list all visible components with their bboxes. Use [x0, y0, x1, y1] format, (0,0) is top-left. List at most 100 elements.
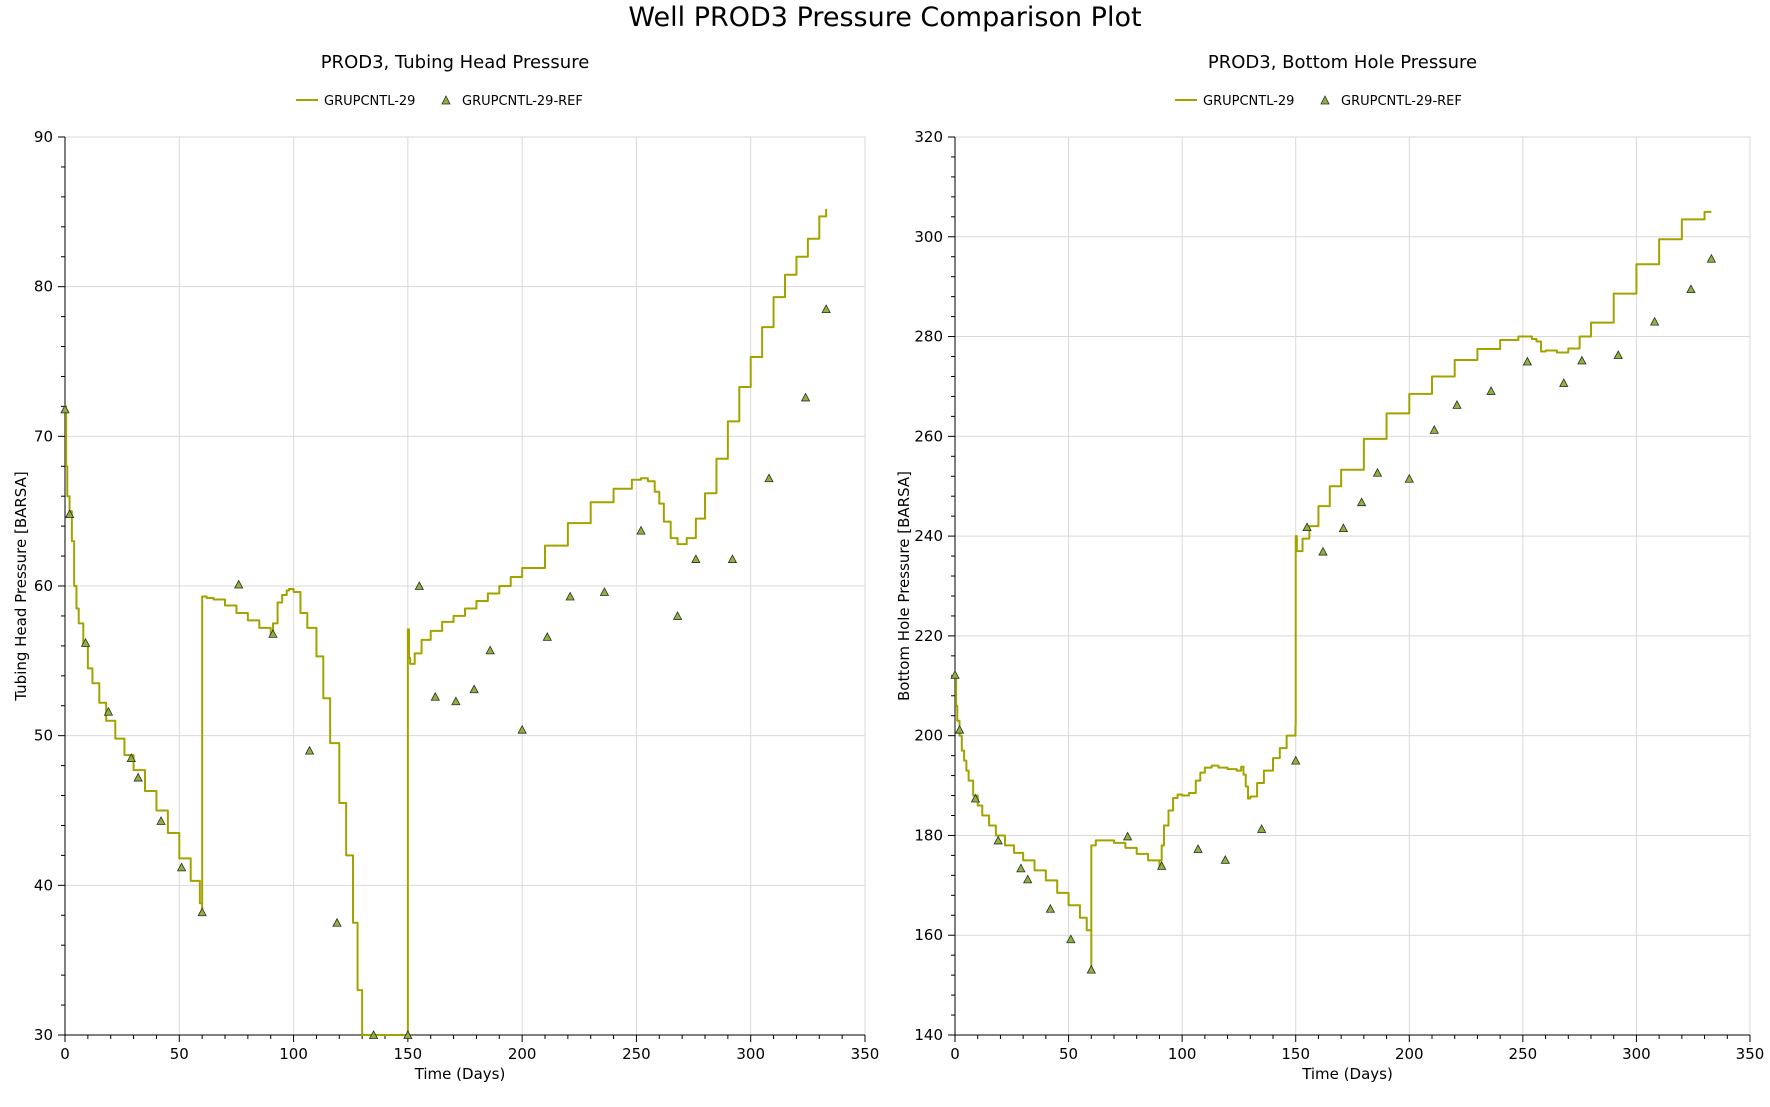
data-point: [1193, 844, 1203, 853]
data-point: [636, 525, 646, 535]
series-line-grupcntl-29: [955, 210, 1712, 972]
data-point: [1256, 824, 1267, 833]
data-point: [800, 392, 811, 402]
data-point: [1706, 253, 1717, 263]
data-point: [565, 591, 575, 601]
data-point: [821, 304, 831, 314]
legend-label: GRUPCNTL-29-REF: [462, 94, 583, 109]
data-point: [485, 645, 495, 655]
data-point: [950, 669, 960, 679]
x-tick-label: 350: [851, 1045, 880, 1063]
y-tick-label: 90: [34, 128, 53, 146]
data-point: [1045, 903, 1056, 913]
x-tick-label: 100: [1168, 1045, 1197, 1063]
x-tick-label: 300: [736, 1045, 765, 1063]
data-point: [451, 696, 461, 706]
y-tick-label: 40: [34, 876, 53, 894]
x-tick-label: 0: [60, 1045, 70, 1063]
data-point: [1356, 497, 1367, 507]
data-point: [1522, 356, 1533, 366]
x-tick-label: 50: [1059, 1045, 1078, 1063]
data-point: [1066, 934, 1076, 944]
data-point: [1338, 523, 1349, 533]
data-point: [197, 907, 207, 917]
main-title: Well PROD3 Pressure Comparison Plot: [628, 2, 1142, 33]
data-point: [1613, 350, 1623, 359]
data-point: [1157, 861, 1167, 870]
x-tick-label: 300: [1622, 1045, 1651, 1063]
data-point: [954, 724, 965, 734]
data-point: [993, 835, 1003, 845]
y-tick-label: 160: [914, 926, 943, 944]
data-point: [133, 772, 143, 782]
y-tick-label: 70: [34, 427, 53, 445]
data-point: [234, 579, 244, 589]
data-point: [1291, 755, 1301, 765]
data-point: [727, 554, 738, 563]
data-point: [542, 632, 552, 641]
legend-marker-swatch: [441, 95, 451, 105]
x-axis-label: Time (Days): [414, 1065, 506, 1083]
data-point: [430, 691, 440, 701]
y-tick-label: 180: [914, 826, 943, 844]
data-point: [414, 581, 424, 590]
data-point: [403, 1030, 413, 1039]
x-tick-label: 150: [1281, 1045, 1310, 1063]
series-markers-grupcntl-29-ref: [60, 304, 831, 1039]
legend: GRUPCNTL-29 GRUPCNTL-29-REF: [1175, 94, 1462, 109]
legend-label: GRUPCNTL-29: [1203, 94, 1294, 109]
y-tick-label: 140: [914, 1026, 943, 1044]
y-tick-label: 50: [34, 727, 53, 745]
data-point: [517, 724, 527, 734]
data-point: [126, 753, 136, 763]
series-line-grupcntl-29: [65, 208, 828, 1036]
data-point: [1372, 467, 1383, 477]
data-point: [1318, 546, 1328, 556]
chart-title: PROD3, Tubing Head Pressure: [321, 52, 590, 73]
y-tick-label: 320: [914, 128, 943, 146]
data-point: [80, 638, 91, 647]
y-axis-label: Bottom Hole Pressure [BARSA]: [895, 471, 913, 701]
data-point: [970, 793, 981, 803]
legend: GRUPCNTL-29 GRUPCNTL-29-REF: [296, 94, 583, 109]
data-point: [764, 473, 774, 483]
data-point: [1023, 874, 1033, 884]
data-point: [1577, 355, 1587, 365]
legend-marker-swatch: [1320, 95, 1330, 105]
data-point: [103, 706, 114, 716]
data-point: [1016, 863, 1026, 873]
y-axis-label: Tubing Head Pressure [BARSA]: [12, 471, 30, 701]
gridlines: [65, 136, 866, 1035]
x-tick-label: 250: [1509, 1045, 1538, 1063]
y-tick-label: 240: [914, 527, 943, 545]
x-tick-label: 100: [279, 1045, 308, 1063]
data-point: [599, 587, 610, 596]
data-point: [368, 1030, 379, 1039]
y-tick-label: 80: [34, 278, 53, 296]
data-point: [1302, 522, 1312, 532]
data-point: [268, 629, 278, 638]
y-tick-label: 280: [914, 328, 943, 346]
y-tick-label: 220: [914, 627, 943, 645]
data-point: [64, 509, 75, 519]
data-point: [332, 917, 342, 927]
x-tick-label: 350: [1736, 1045, 1765, 1063]
y-tick-label: 300: [914, 228, 943, 246]
data-point: [304, 745, 315, 755]
data-point: [1404, 473, 1414, 483]
legend-label: GRUPCNTL-29-REF: [1341, 94, 1462, 109]
x-tick-label: 50: [170, 1045, 189, 1063]
x-tick-label: 200: [1395, 1045, 1424, 1063]
data-point: [176, 862, 187, 872]
x-tick-label: 0: [950, 1045, 960, 1063]
chart-title: PROD3, Bottom Hole Pressure: [1208, 52, 1477, 73]
data-point: [1686, 284, 1696, 294]
data-point: [1220, 855, 1230, 864]
data-point: [469, 684, 479, 694]
data-point: [1429, 424, 1439, 434]
data-point: [1559, 378, 1569, 387]
y-tick-label: 260: [914, 427, 943, 445]
x-axis-label: Time (Days): [1301, 1065, 1393, 1083]
data-point: [672, 611, 683, 620]
